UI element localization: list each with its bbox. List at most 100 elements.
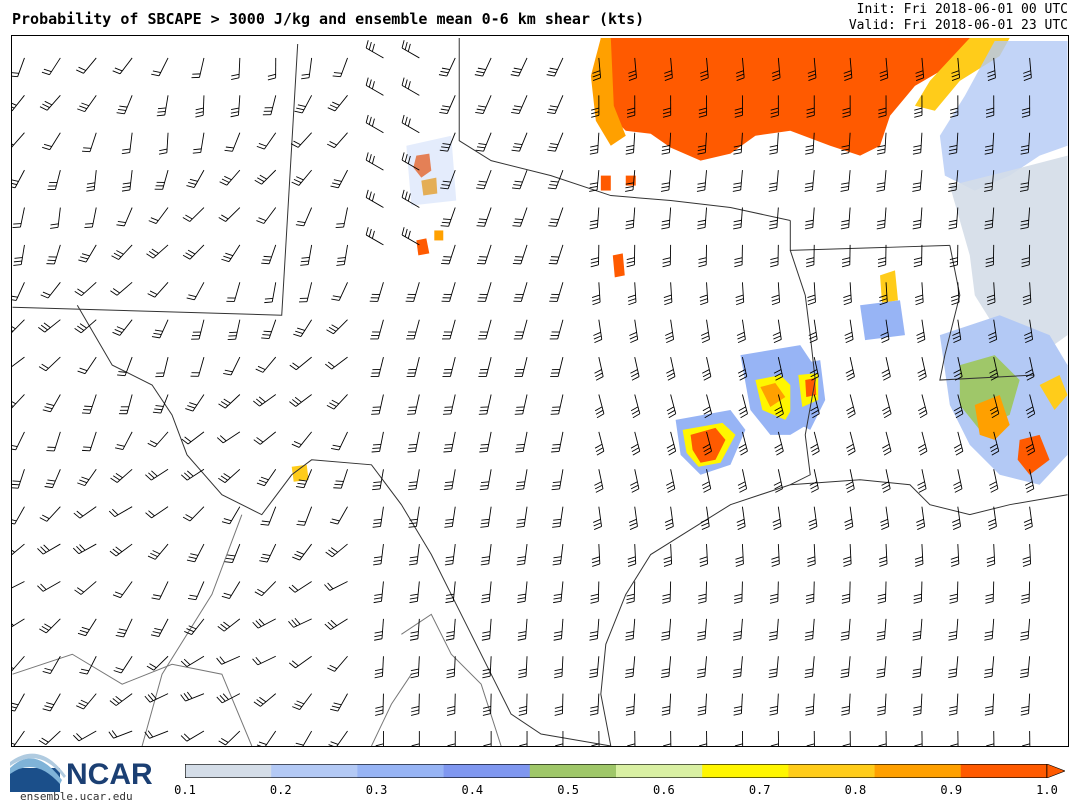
wind-barb bbox=[13, 244, 25, 266]
wind-barb bbox=[807, 282, 816, 306]
wind-barb bbox=[442, 394, 456, 415]
wind-barb bbox=[625, 207, 636, 230]
wind-barb bbox=[517, 618, 528, 641]
wind-barb bbox=[294, 95, 313, 114]
high-prob-region-north bbox=[600, 37, 985, 161]
wind-barb bbox=[625, 656, 636, 678]
wind-barb bbox=[912, 656, 923, 678]
wind-barb bbox=[661, 132, 672, 155]
wind-barb bbox=[519, 731, 528, 746]
wind-barb bbox=[109, 693, 133, 706]
cell-6 bbox=[600, 175, 611, 191]
wind-barb bbox=[146, 655, 169, 671]
wind-barb bbox=[145, 506, 169, 519]
wind-barb bbox=[805, 132, 815, 155]
wind-barb bbox=[770, 731, 780, 746]
border-ok-north bbox=[458, 37, 791, 221]
wind-barb bbox=[482, 693, 492, 716]
wind-barb bbox=[984, 170, 995, 192]
wind-barb bbox=[478, 356, 492, 378]
wind-barb bbox=[843, 282, 852, 306]
wind-barb bbox=[112, 581, 133, 599]
wind-barb bbox=[549, 319, 564, 340]
wind-barb bbox=[986, 282, 996, 306]
wind-barb bbox=[12, 431, 25, 451]
border-la-west bbox=[789, 250, 816, 486]
wind-barb bbox=[79, 656, 97, 675]
wind-barb bbox=[770, 244, 779, 268]
wind-barb bbox=[155, 356, 169, 378]
wind-barb bbox=[985, 581, 995, 604]
colorbar-segment bbox=[960, 764, 1048, 778]
wind-barb bbox=[661, 618, 672, 641]
wind-barb bbox=[325, 543, 348, 558]
wind-barb bbox=[253, 394, 277, 407]
wind-barb bbox=[550, 356, 564, 378]
wind-barb bbox=[74, 281, 97, 297]
wind-barb bbox=[805, 581, 815, 604]
colorbar-tick-label: 0.8 bbox=[844, 783, 867, 797]
wind-barb bbox=[1022, 282, 1032, 306]
wind-barb bbox=[1019, 656, 1031, 678]
wind-barb bbox=[12, 356, 25, 367]
wind-barb bbox=[1021, 244, 1031, 268]
wind-barb bbox=[1024, 319, 1034, 344]
wind-barb bbox=[184, 618, 205, 635]
cell-10 bbox=[860, 300, 905, 341]
wind-barb bbox=[374, 618, 384, 641]
wind-barb bbox=[804, 656, 815, 678]
wind-barb bbox=[291, 431, 312, 448]
wind-barb bbox=[476, 244, 492, 265]
wind-barb bbox=[546, 95, 564, 115]
colorbar-tick-label: 0.6 bbox=[653, 783, 675, 797]
wind-barb bbox=[108, 506, 133, 518]
wind-barb bbox=[768, 207, 779, 230]
wind-barb bbox=[253, 693, 277, 707]
wind-barb bbox=[912, 132, 923, 155]
wind-barb bbox=[147, 431, 169, 448]
wind-barb bbox=[325, 356, 348, 370]
cell-5 bbox=[612, 253, 625, 278]
wind-barb bbox=[845, 356, 855, 381]
wind-barb bbox=[628, 506, 638, 530]
cell-1 bbox=[413, 153, 432, 178]
wind-barb bbox=[808, 319, 818, 344]
wind-barb bbox=[326, 319, 348, 335]
wind-barb bbox=[261, 319, 277, 339]
wind-barb bbox=[144, 730, 169, 739]
wind-barb bbox=[987, 506, 997, 530]
wind-barb bbox=[736, 506, 746, 530]
wind-barb bbox=[439, 132, 456, 152]
wind-barb bbox=[881, 469, 891, 493]
wind-barb bbox=[844, 506, 854, 530]
wind-barb bbox=[151, 581, 169, 600]
wind-barb bbox=[915, 282, 924, 306]
wind-barb bbox=[298, 282, 313, 303]
wind-barb bbox=[331, 282, 348, 301]
wind-barb bbox=[701, 469, 712, 493]
forecast-map bbox=[11, 35, 1069, 747]
wind-barb bbox=[666, 356, 676, 381]
wind-barb bbox=[443, 431, 456, 453]
wind-barb bbox=[984, 132, 995, 155]
wind-barb bbox=[370, 356, 384, 378]
region-north-blue bbox=[939, 40, 1068, 191]
border-mexico-4 bbox=[371, 673, 412, 746]
init-time: Init: Fri 2018-06-01 00 UTC bbox=[856, 2, 1068, 17]
wind-barb bbox=[12, 169, 25, 189]
wind-barb bbox=[625, 693, 636, 716]
wind-barb bbox=[12, 319, 25, 333]
wind-barb bbox=[42, 656, 61, 674]
wind-barb bbox=[47, 170, 61, 190]
colorbar-segment bbox=[702, 764, 789, 778]
wind-barb bbox=[480, 506, 492, 528]
border-ms bbox=[939, 245, 1035, 381]
wind-barb bbox=[111, 244, 133, 260]
colorbar-tick-label: 0.1 bbox=[174, 783, 196, 797]
wind-barb bbox=[953, 431, 964, 456]
wind-barb bbox=[115, 431, 133, 450]
wind-barb bbox=[550, 394, 564, 415]
wind-barb bbox=[666, 431, 677, 456]
wind-barb bbox=[82, 431, 97, 452]
wind-barb bbox=[442, 319, 456, 340]
